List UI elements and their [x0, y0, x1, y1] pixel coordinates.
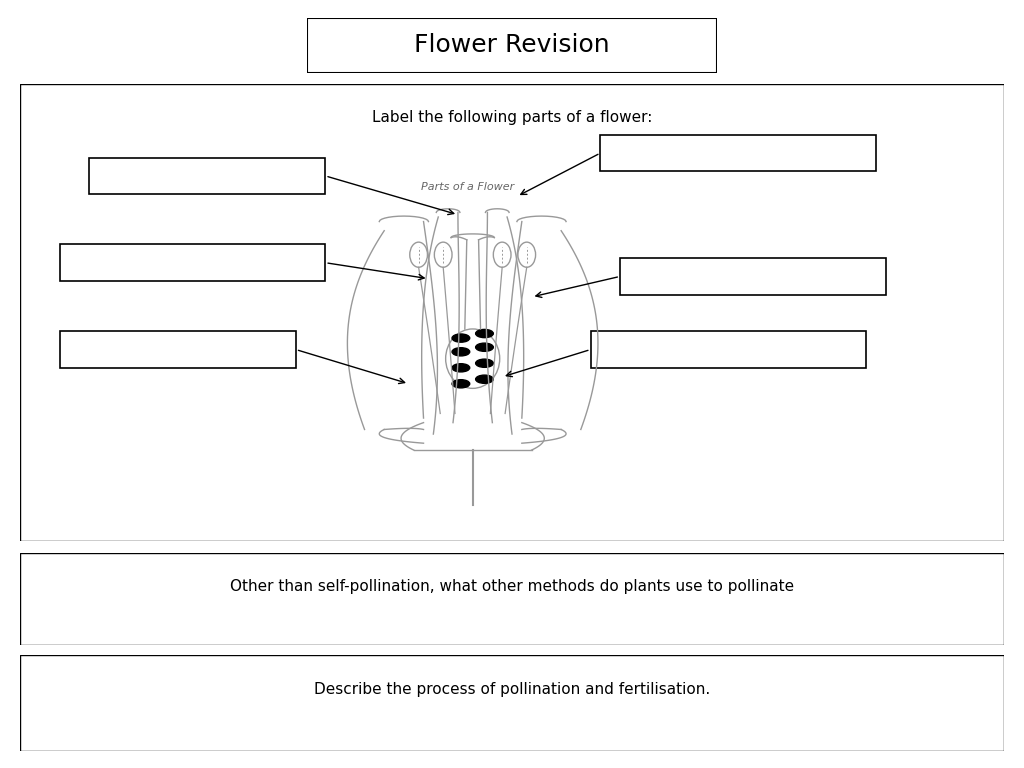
Circle shape: [452, 334, 470, 343]
Circle shape: [452, 379, 470, 388]
Text: Other than self-pollination, what other methods do plants use to pollinate: Other than self-pollination, what other …: [230, 579, 794, 594]
Text: Describe the process of pollination and fertilisation.: Describe the process of pollination and …: [314, 682, 710, 697]
Bar: [591, 331, 866, 368]
Circle shape: [475, 329, 494, 338]
Text: Parts of a Flower: Parts of a Flower: [421, 182, 514, 192]
Circle shape: [452, 364, 470, 372]
Text: Label the following parts of a flower:: Label the following parts of a flower:: [372, 110, 652, 124]
Bar: [89, 157, 326, 194]
Bar: [59, 244, 326, 281]
Circle shape: [475, 375, 494, 383]
Text: Flower Revision: Flower Revision: [414, 33, 610, 58]
Circle shape: [475, 359, 494, 367]
Circle shape: [475, 343, 494, 351]
Bar: [59, 331, 296, 368]
Bar: [621, 258, 886, 295]
Bar: [600, 134, 876, 171]
Circle shape: [452, 348, 470, 356]
